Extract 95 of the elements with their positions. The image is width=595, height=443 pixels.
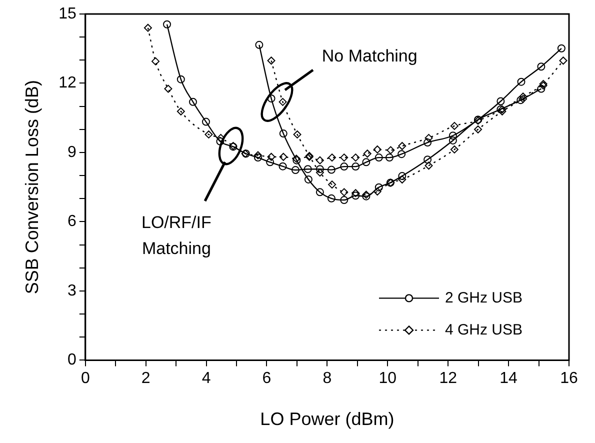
x-tick-label: 16 <box>560 370 578 388</box>
point <box>450 122 458 130</box>
point <box>424 156 432 164</box>
point <box>398 142 406 150</box>
x-tick-label: 2 <box>141 370 150 388</box>
point <box>539 80 548 88</box>
annotation: No Matching <box>322 46 418 66</box>
point <box>537 62 546 71</box>
point <box>254 151 262 160</box>
point <box>374 183 383 192</box>
point <box>293 130 302 138</box>
point <box>189 98 197 106</box>
point <box>316 165 324 174</box>
y-tick-label: 3 <box>67 282 76 300</box>
point <box>474 125 482 134</box>
y-axis-title: SSB Conversion Loss (dB) <box>22 80 42 294</box>
legend-label: 4 GHz USB <box>445 321 523 338</box>
point <box>340 154 348 162</box>
x-tick-label: 12 <box>439 370 458 388</box>
x-axis-title: LO Power (dBm) <box>260 409 394 430</box>
y-tick-label: 6 <box>67 213 76 230</box>
point <box>278 98 287 106</box>
point <box>352 162 360 171</box>
y-tick-label: 9 <box>67 144 76 161</box>
point <box>152 57 160 66</box>
point <box>278 162 287 170</box>
point <box>254 154 262 162</box>
point <box>362 158 370 166</box>
point <box>559 56 568 65</box>
point <box>424 138 432 147</box>
x-tick-label: 4 <box>202 370 211 388</box>
point <box>255 40 264 49</box>
point <box>498 107 506 116</box>
point <box>363 150 372 158</box>
point <box>267 56 276 65</box>
point <box>496 97 505 106</box>
point <box>267 152 276 161</box>
point <box>373 187 382 196</box>
y-tick-label: 15 <box>58 5 76 22</box>
point <box>398 150 406 158</box>
point <box>327 194 336 202</box>
point <box>398 175 406 184</box>
point <box>266 158 274 166</box>
point <box>352 189 360 198</box>
point <box>176 107 185 116</box>
point <box>202 118 210 126</box>
point <box>176 75 185 84</box>
point <box>279 130 288 138</box>
point <box>316 188 324 196</box>
point <box>386 146 395 154</box>
point <box>304 175 312 184</box>
point <box>204 130 213 138</box>
point <box>537 84 546 93</box>
point <box>164 84 172 93</box>
x-tick-label: 0 <box>80 370 90 388</box>
x-tick-label: 6 <box>262 370 272 388</box>
point <box>385 154 394 162</box>
point <box>539 82 548 90</box>
x-tick-label: 8 <box>322 370 332 388</box>
point <box>316 168 324 177</box>
point <box>517 78 526 86</box>
point <box>374 154 383 162</box>
point <box>557 44 566 52</box>
point <box>216 137 224 146</box>
point <box>328 154 336 162</box>
point <box>352 192 360 200</box>
x-tick-label: 10 <box>378 370 397 388</box>
point <box>424 162 433 170</box>
legend-label: 2 GHz USB <box>445 289 523 306</box>
point <box>516 96 525 104</box>
point <box>279 152 288 161</box>
point <box>340 196 348 204</box>
point <box>424 134 433 142</box>
point <box>450 145 458 154</box>
point <box>267 94 276 102</box>
point <box>373 145 382 154</box>
point <box>340 188 348 196</box>
y-tick-label: 12 <box>58 74 76 92</box>
point <box>327 166 336 174</box>
point <box>352 154 360 162</box>
point <box>144 24 152 32</box>
point <box>448 136 457 144</box>
point <box>328 180 336 189</box>
y-tick-label: 0 <box>67 352 76 369</box>
annotation: LO/RF/IF Matching <box>141 212 212 258</box>
point <box>304 165 312 174</box>
point <box>398 172 406 180</box>
point <box>291 166 300 174</box>
point <box>519 94 528 103</box>
point <box>163 20 172 28</box>
point <box>340 162 348 171</box>
point <box>519 92 528 101</box>
point <box>448 132 457 140</box>
point <box>316 156 324 164</box>
x-tick-label: 14 <box>500 370 518 388</box>
